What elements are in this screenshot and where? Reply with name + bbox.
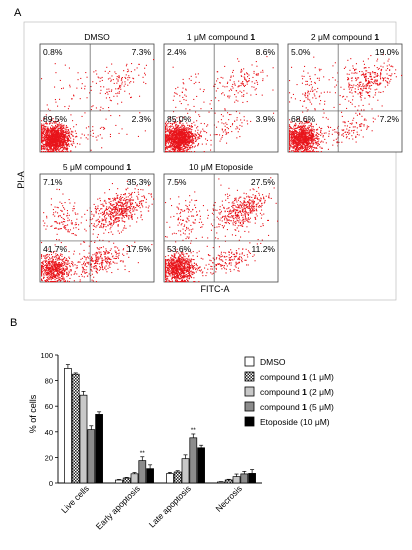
bar xyxy=(173,471,182,484)
bar xyxy=(217,481,225,484)
bar xyxy=(130,473,139,484)
flow-plot: 2 μM compound 15.0% 19.0% 68.6% 7.2% xyxy=(287,32,403,153)
flow-plot: DMSO 0.8% 7.3% 89.5% 2.3% xyxy=(39,32,155,153)
bar xyxy=(181,458,190,484)
flow-plot-title: 10 μM Etoposide xyxy=(189,162,253,172)
category-label: Necrosis xyxy=(213,483,243,513)
bar xyxy=(122,477,131,484)
quadrant-ur-label: 27.5% xyxy=(251,177,276,187)
bar xyxy=(79,394,88,484)
bar xyxy=(240,473,249,484)
flow-plot-frame xyxy=(287,43,403,153)
quadrant-ll-label: 41.7% xyxy=(43,244,68,254)
significance-marker: ** xyxy=(191,427,197,434)
quadrant-ll-label: 89.5% xyxy=(43,114,68,124)
quadrant-ur-label: 7.3% xyxy=(132,47,152,57)
bar xyxy=(64,368,72,484)
bar-chart: % of cells 0 20 40 60 80 100 Live cells ** Early… xyxy=(28,351,262,532)
quadrant-lr-label: 3.9% xyxy=(256,114,276,124)
y-tick-label: 0 xyxy=(49,479,53,488)
panel-b-label: B xyxy=(10,317,17,329)
quadrant-ur-label: 8.6% xyxy=(256,47,276,57)
quadrant-ll-label: 68.6% xyxy=(291,114,316,124)
bar xyxy=(189,437,198,484)
scatter-dots xyxy=(165,56,275,153)
flow-plot-title: 1 μM compound 1 xyxy=(187,32,255,42)
category-label: Late apoptosis xyxy=(147,483,193,529)
bar xyxy=(166,473,174,484)
bar xyxy=(87,429,96,484)
quadrant-ul-label: 0.8% xyxy=(43,47,63,57)
quadrant-ll-label: 85.0% xyxy=(167,114,192,124)
category-label: Early apoptosis xyxy=(94,483,142,531)
flow-plot-title: DMSO xyxy=(84,32,110,42)
quadrant-lr-label: 2.3% xyxy=(132,114,152,124)
bar xyxy=(115,479,123,484)
quadrant-ll-label: 53.6% xyxy=(167,244,192,254)
fitc-axis-label: FITC-A xyxy=(201,284,230,294)
flow-plot: 5 μM compound 17.1% 35.3% 41.7% 17.5% xyxy=(39,162,155,283)
bar xyxy=(95,414,103,484)
flow-plot: 1 μM compound 12.4% 8.6% 85.0% 3.9% xyxy=(163,32,279,153)
scatter-dots xyxy=(289,54,403,153)
quadrant-ur-label: 19.0% xyxy=(375,47,400,57)
quadrant-ul-label: 7.1% xyxy=(43,177,63,187)
scatter-dots xyxy=(165,177,279,283)
legend-swatch xyxy=(244,356,255,367)
legend-swatch xyxy=(244,416,255,427)
scatter-dots xyxy=(41,180,155,283)
category-label: Live cells xyxy=(59,483,91,515)
legend-entry: DMSO xyxy=(260,357,286,367)
flow-plots: DMSO 0.8% 7.3% 89.5% 2.3% 1 μM compound 12.4%… xyxy=(39,32,403,283)
legend-swatch xyxy=(244,401,255,412)
legend-entry: compound 1 (1 μM) xyxy=(260,372,334,382)
flow-plot-title: 2 μM compound 1 xyxy=(311,32,379,42)
bar-y-axis-label: % of cells xyxy=(28,394,38,433)
quadrant-ur-label: 35.3% xyxy=(127,177,152,187)
bar xyxy=(232,476,241,484)
pi-axis-label: PI-A xyxy=(16,171,26,189)
y-tick-label: 100 xyxy=(40,351,53,360)
panel-a-frame xyxy=(23,21,397,301)
quadrant-ul-label: 2.4% xyxy=(167,47,187,57)
quadrant-lr-label: 7.2% xyxy=(380,114,400,124)
quadrant-lr-label: 17.5% xyxy=(127,244,152,254)
flow-plot-title: 5 μM compound 1 xyxy=(63,162,131,172)
legend-entry: Etoposide (10 μM) xyxy=(260,417,330,427)
legend-swatch xyxy=(244,386,255,397)
panel-a-label: A xyxy=(14,7,22,19)
legend-entry: compound 1 (2 μM) xyxy=(260,387,334,397)
y-tick-label: 40 xyxy=(45,428,53,437)
quadrant-ul-label: 5.0% xyxy=(291,47,311,57)
bar xyxy=(138,460,147,484)
bar xyxy=(146,468,154,484)
legend: DMSO compound 1 (1 μM) compound 1 (2 μM) co… xyxy=(244,356,334,427)
scatter-dots xyxy=(41,59,155,153)
quadrant-lr-label: 11.2% xyxy=(252,244,276,254)
significance-marker: ** xyxy=(140,450,146,457)
legend-entry: compound 1 (5 μM) xyxy=(260,402,334,412)
bar xyxy=(197,447,205,484)
quadrant-ul-label: 7.5% xyxy=(167,177,187,187)
legend-swatch xyxy=(244,371,255,382)
y-tick-label: 20 xyxy=(45,453,53,462)
y-tick-label: 60 xyxy=(45,402,53,411)
bar xyxy=(224,479,233,484)
y-tick-label: 80 xyxy=(45,377,53,386)
bar xyxy=(248,473,256,484)
bar xyxy=(71,373,80,484)
